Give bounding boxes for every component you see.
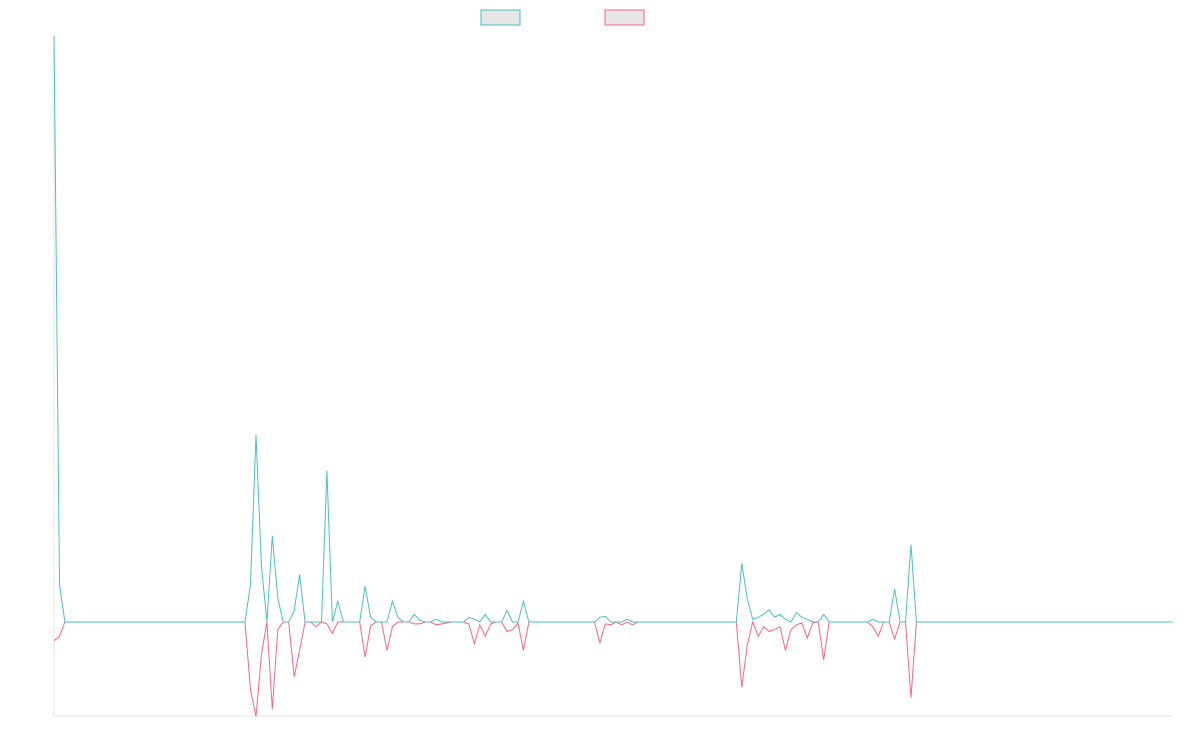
series-lines xyxy=(53,35,1173,717)
legend xyxy=(480,9,645,26)
series-line-2 xyxy=(53,620,1173,717)
axes xyxy=(53,36,1173,717)
legend-item-2[interactable] xyxy=(604,9,645,26)
legend-swatch-1[interactable] xyxy=(480,9,521,26)
legend-swatch-2[interactable] xyxy=(604,9,645,26)
series-line-1 xyxy=(53,35,1173,623)
legend-item-1[interactable] xyxy=(480,9,521,26)
